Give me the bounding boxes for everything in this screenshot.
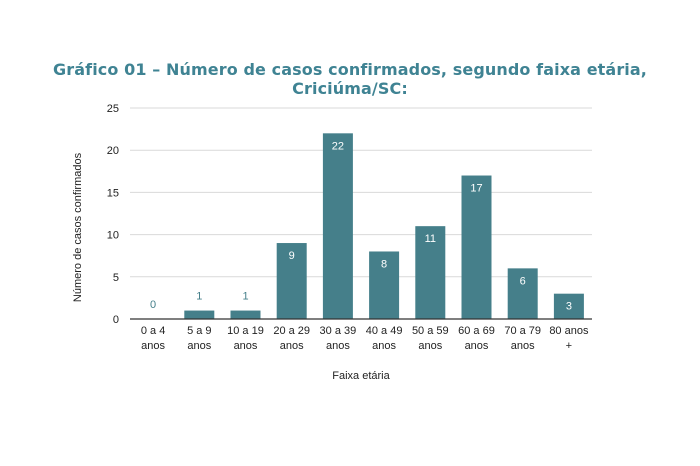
- x-tick-label: anos: [465, 340, 489, 352]
- bar: [461, 175, 492, 319]
- data-label: 1: [242, 291, 248, 303]
- x-tick-label: 10 a 19: [227, 325, 264, 337]
- x-tick-label: 30 a 39: [320, 325, 357, 337]
- x-tick-label: 70 a 79: [504, 325, 541, 337]
- x-tick-label: anos: [280, 340, 304, 352]
- y-tick-label: 5: [113, 272, 119, 284]
- bar: [322, 133, 353, 319]
- bar: [276, 243, 307, 319]
- x-tick-label: 20 a 29: [273, 325, 310, 337]
- data-label: 3: [566, 301, 572, 313]
- x-tick-label: +: [566, 340, 572, 352]
- x-tick-labels: 0 a 4 anos 5 a 9 anos 10 a 19 anos 20 a 29 anos…: [141, 325, 589, 352]
- x-tick-label: anos: [372, 340, 396, 352]
- y-tick-label: 0: [113, 314, 119, 326]
- bar: [415, 226, 446, 319]
- y-tick-label: 10: [107, 230, 119, 242]
- bar: [230, 310, 261, 319]
- x-tick-label: 5 a 9: [187, 325, 211, 337]
- y-tick-label: 20: [107, 145, 119, 157]
- data-label: 8: [381, 258, 387, 270]
- data-label: 11: [425, 233, 436, 245]
- x-tick-label: 0 a 4: [141, 325, 165, 337]
- y-axis-label: Número de casos confirmados: [72, 152, 84, 302]
- x-tick-label: 80 anos: [549, 325, 589, 337]
- y-tick-label: 15: [107, 187, 119, 199]
- data-label: 0: [150, 299, 156, 311]
- bar: [553, 293, 584, 319]
- x-tick-label: 60 a 69: [458, 325, 495, 337]
- x-tick-label: 50 a 59: [412, 325, 449, 337]
- data-label: 6: [520, 275, 526, 287]
- bar: [507, 268, 538, 319]
- data-label: 9: [289, 250, 295, 262]
- x-axis-label: Faixa etária: [332, 370, 390, 382]
- x-tick-label: anos: [234, 340, 258, 352]
- bar: [369, 251, 400, 319]
- grid-lines: [130, 107, 592, 278]
- bars: [184, 133, 584, 319]
- x-tick-label: anos: [511, 340, 535, 352]
- x-tick-label: anos: [141, 340, 165, 352]
- chart-title: Gráfico 01 – Número de casos confirmados…: [53, 60, 647, 98]
- y-tick-label: 25: [107, 103, 119, 115]
- y-tick-labels: 0 5 10 15 20 25: [107, 103, 119, 326]
- bar: [184, 310, 215, 319]
- x-tick-label: 40 a 49: [366, 325, 403, 337]
- x-tick-label: anos: [326, 340, 350, 352]
- data-label: 1: [196, 291, 202, 303]
- data-label: 17: [470, 183, 482, 195]
- x-tick-label: anos: [187, 340, 211, 352]
- data-label: 22: [332, 140, 344, 152]
- x-tick-label: anos: [418, 340, 442, 352]
